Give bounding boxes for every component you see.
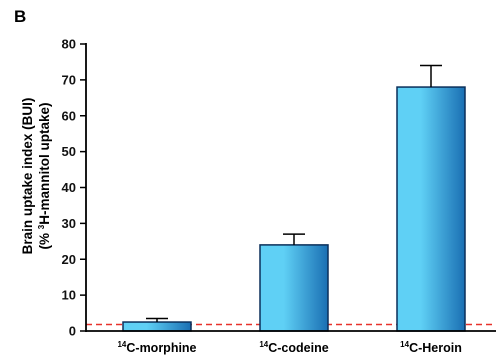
y-tick-label: 50: [62, 144, 76, 159]
x-tick-label: 14C-codeine: [259, 340, 328, 355]
y-axis-label: Brain uptake index (BUI) (% 3H-mannitol …: [20, 98, 52, 255]
y-axis-ticks: 0 10 20 30 40 50 60 70 80: [62, 37, 86, 339]
bars: [122, 64, 466, 332]
x-axis-labels: 14C-morphine 14C-codeine 14C-Heroin: [117, 340, 461, 355]
y-tick-label: 0: [69, 324, 76, 339]
y-tick-label: 60: [62, 108, 76, 123]
bar-group: [259, 233, 329, 332]
axes: [85, 43, 496, 332]
x-tick-label: 14C-morphine: [117, 340, 196, 355]
y-axis-label-line1: Brain uptake index (BUI): [20, 98, 35, 255]
y-tick-label: 80: [62, 37, 76, 52]
y-axis-label-line2: (% 3H-mannitol uptake): [37, 103, 52, 250]
panel-label: B: [14, 7, 26, 26]
bar: [396, 86, 466, 332]
x-tick-label: 14C-Heroin: [400, 340, 462, 355]
y-tick-label: 30: [62, 216, 76, 231]
y-tick-label: 10: [62, 288, 76, 303]
bar-group: [396, 64, 466, 332]
y-tick-label: 20: [62, 252, 76, 267]
y-tick-label: 70: [62, 72, 76, 87]
bar: [122, 321, 192, 332]
bar-group: [122, 317, 192, 332]
bar: [259, 244, 329, 332]
y-tick-label: 40: [62, 180, 76, 195]
